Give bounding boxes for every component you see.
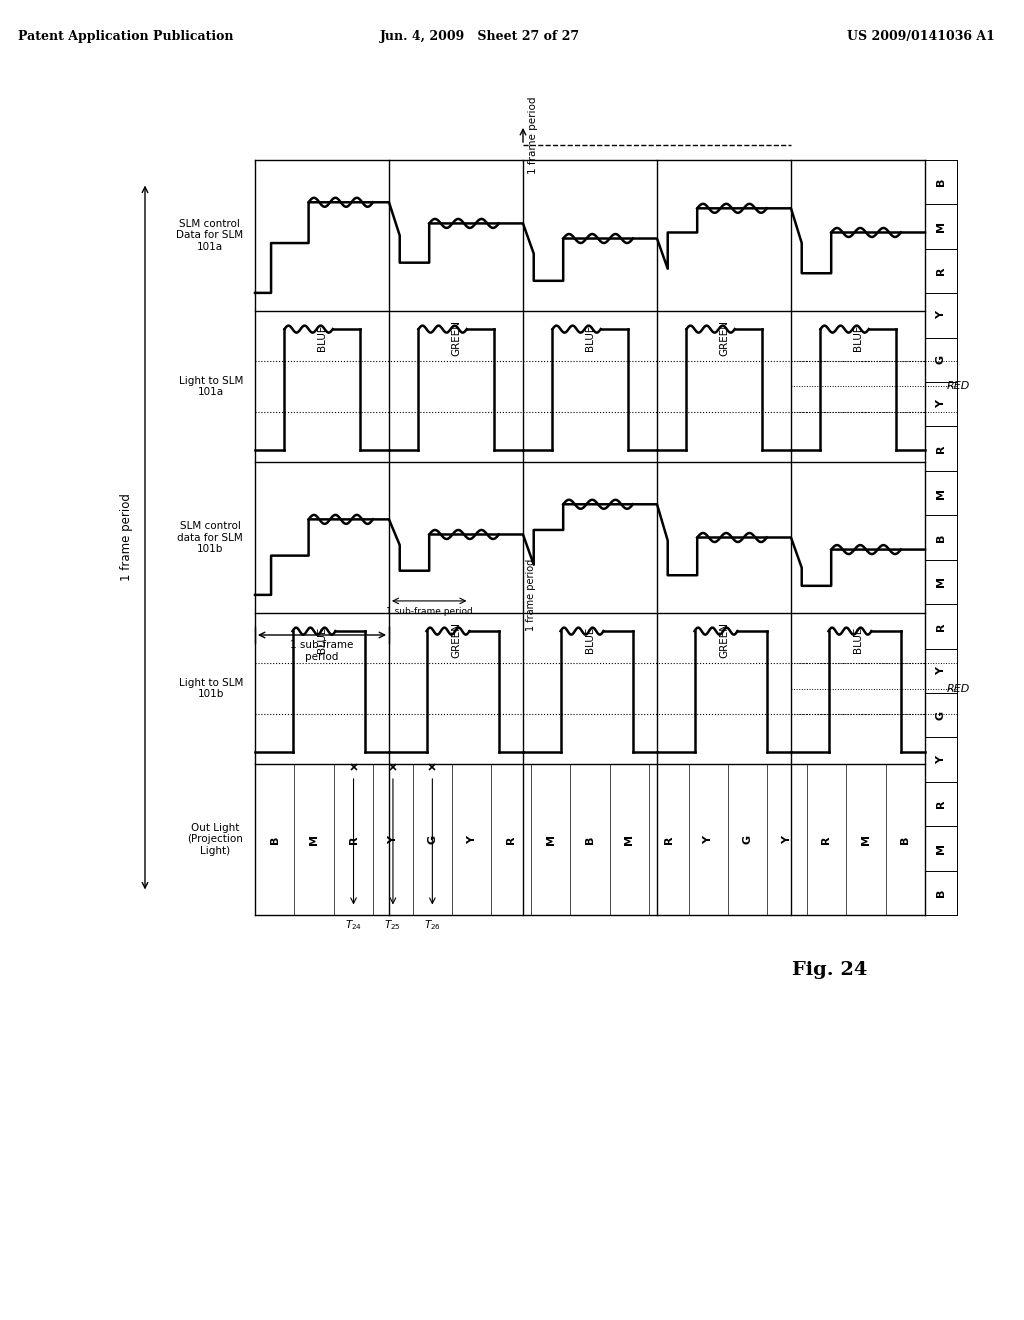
- Text: RED: RED: [947, 684, 970, 693]
- Text: G: G: [427, 836, 437, 843]
- Text: B: B: [585, 836, 595, 843]
- Text: RED: RED: [947, 381, 970, 392]
- Text: 1 frame period: 1 frame period: [526, 558, 536, 631]
- Text: Light to SLM
101a: Light to SLM 101a: [178, 376, 243, 397]
- Text: M: M: [936, 577, 946, 587]
- Text: GREEN: GREEN: [451, 622, 461, 659]
- Text: Y: Y: [703, 836, 714, 843]
- Text: Y: Y: [782, 836, 792, 843]
- Text: B: B: [936, 533, 946, 541]
- Text: SLM control
data for SLM
101b: SLM control data for SLM 101b: [177, 521, 243, 554]
- Text: G: G: [936, 355, 946, 364]
- Text: Jun. 4, 2009   Sheet 27 of 27: Jun. 4, 2009 Sheet 27 of 27: [380, 30, 581, 44]
- Text: Y: Y: [388, 836, 398, 843]
- Text: BLUE: BLUE: [585, 627, 595, 653]
- Text: M: M: [546, 834, 556, 845]
- Text: GREEN: GREEN: [451, 321, 461, 356]
- Text: BLUE: BLUE: [853, 627, 863, 653]
- Text: B: B: [936, 178, 946, 186]
- Text: $T_{26}$: $T_{26}$: [424, 917, 441, 932]
- Text: Out Light
(Projection
Light): Out Light (Projection Light): [187, 822, 243, 857]
- Text: B: B: [269, 836, 280, 843]
- Text: M: M: [936, 487, 946, 499]
- Text: Light to SLM
101b: Light to SLM 101b: [178, 677, 243, 700]
- Text: Fig. 24: Fig. 24: [793, 961, 867, 979]
- Text: BLUE: BLUE: [853, 325, 863, 351]
- Text: M: M: [309, 834, 319, 845]
- Text: BLUE: BLUE: [585, 325, 595, 351]
- Text: R: R: [348, 836, 358, 843]
- Text: M: M: [861, 834, 870, 845]
- Text: B: B: [900, 836, 910, 843]
- Text: $T_{24}$: $T_{24}$: [345, 917, 362, 932]
- Text: Y: Y: [936, 312, 946, 319]
- Text: Y: Y: [467, 836, 477, 843]
- Text: SLM control
Data for SLM
101a: SLM control Data for SLM 101a: [176, 219, 243, 252]
- Text: R: R: [936, 800, 946, 808]
- Text: M: M: [625, 834, 635, 845]
- Text: R: R: [936, 267, 946, 276]
- Text: BLUE: BLUE: [317, 627, 327, 653]
- Text: Y: Y: [936, 667, 946, 675]
- Text: R: R: [821, 836, 831, 843]
- Text: M: M: [936, 843, 946, 854]
- Text: M: M: [936, 222, 946, 232]
- Text: G: G: [936, 710, 946, 719]
- Text: R: R: [664, 836, 674, 843]
- Text: GREEN: GREEN: [719, 622, 729, 659]
- Text: 1 sub-frame period: 1 sub-frame period: [386, 607, 472, 616]
- Text: Y: Y: [936, 755, 946, 763]
- Text: R: R: [506, 836, 516, 843]
- Text: B: B: [936, 888, 946, 898]
- Text: Patent Application Publication: Patent Application Publication: [18, 30, 233, 44]
- Text: 1 sub-frame
period: 1 sub-frame period: [291, 640, 353, 661]
- Text: GREEN: GREEN: [719, 321, 729, 356]
- Text: $T_{25}$: $T_{25}$: [384, 917, 401, 932]
- Text: 1 frame period: 1 frame period: [528, 96, 538, 174]
- Text: BLUE: BLUE: [317, 325, 327, 351]
- Text: Y: Y: [936, 400, 946, 408]
- Text: 1 frame period: 1 frame period: [120, 494, 133, 581]
- Text: US 2009/0141036 A1: US 2009/0141036 A1: [847, 30, 995, 44]
- Text: G: G: [742, 836, 753, 843]
- Text: R: R: [936, 622, 946, 631]
- Text: R: R: [936, 445, 946, 453]
